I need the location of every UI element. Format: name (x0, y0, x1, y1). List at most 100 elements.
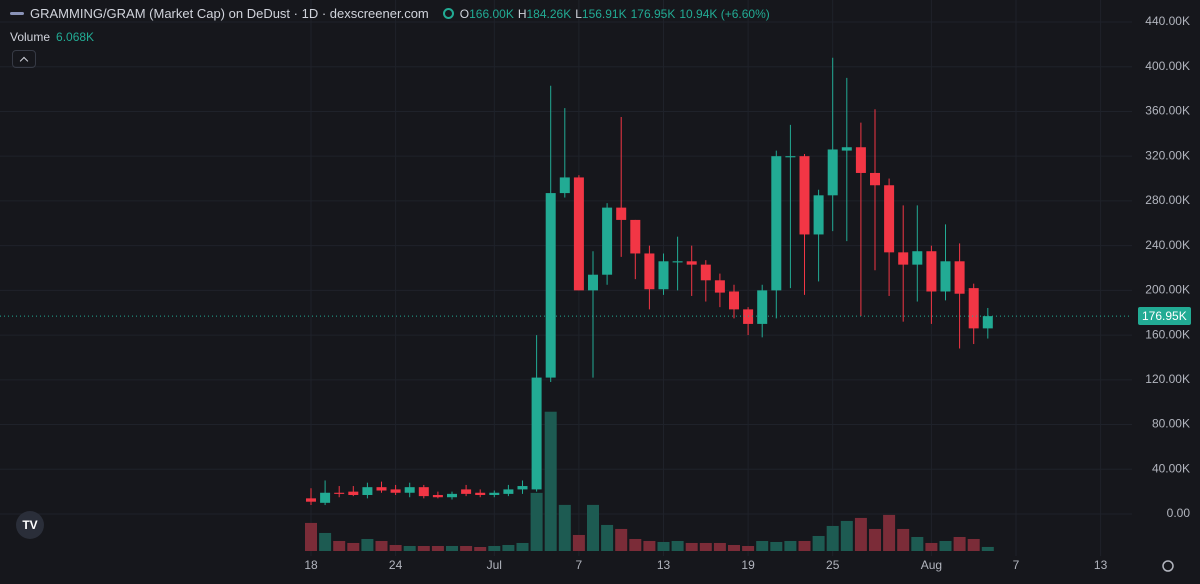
ohlc-item: L156.91K (575, 7, 626, 21)
ohlc-key: O (459, 6, 470, 21)
candle-body (644, 253, 655, 290)
candle-body (630, 219, 641, 254)
logo (16, 511, 44, 539)
volume-bar (840, 520, 853, 551)
candle-body (559, 177, 570, 194)
volume-bar (629, 538, 642, 551)
volume-bar (319, 532, 332, 551)
candle-body (743, 309, 754, 324)
x-tick-label: 7 (576, 558, 583, 572)
candle-body (418, 487, 429, 497)
logo-mark: TV (22, 518, 37, 532)
volume-value: 6.068K (56, 30, 95, 44)
volume-bar (756, 540, 769, 551)
candle-body (376, 487, 387, 491)
volume-bar (713, 542, 726, 551)
volume-pane (305, 411, 994, 551)
x-tick-label: 7 (1013, 558, 1020, 572)
y-tick-label: 160.00K (1145, 327, 1190, 341)
volume-bar (671, 540, 684, 551)
ohlc-value: 10.94K (+6.60%) (679, 6, 770, 21)
grid (0, 0, 1132, 556)
volume-bar (530, 492, 543, 551)
candle-body (475, 492, 486, 495)
ohlc-value: 156.91K (581, 6, 627, 21)
header: GRAMMING/GRAM (Market Cap) on DeDust · 1… (10, 6, 770, 21)
candle-body (517, 486, 528, 490)
title: GRAMMING/GRAM (Market Cap) on DeDust · 1… (30, 6, 429, 21)
ohlc-legend: O166.00K H184.26K L156.91K 176.95K 10.94K (+… (460, 7, 770, 21)
volume-bar (361, 538, 374, 551)
y-tick-label: 240.00K (1145, 238, 1190, 252)
candles (0, 57, 1132, 506)
volume-bar (981, 546, 994, 551)
volume-bar (460, 545, 473, 551)
candle-body (531, 377, 542, 490)
candle-body (320, 492, 331, 503)
volume-bar (502, 544, 515, 551)
volume-bar (685, 542, 698, 551)
y-tick-label: 0.00 (1167, 506, 1191, 520)
candle-body (672, 261, 683, 263)
symbol-icon (10, 12, 24, 15)
candle-body (729, 291, 739, 310)
settings-icon[interactable] (1162, 560, 1174, 572)
y-tick-label: 440.00K (1145, 14, 1190, 28)
y-tick-label: 120.00K (1145, 372, 1190, 386)
volume-bar (742, 545, 755, 551)
y-tick-label: 40.00K (1152, 461, 1190, 475)
volume-bar (925, 542, 938, 551)
ohlc-key: H (517, 6, 527, 21)
candle-body (813, 195, 824, 235)
volume-bar (854, 517, 867, 551)
candle-body (362, 487, 373, 495)
candle-body (616, 207, 627, 220)
volume-bar (798, 540, 811, 551)
volume-bar (488, 545, 501, 551)
ohlc-key: L (575, 6, 582, 21)
candle-body (841, 147, 852, 151)
candle-body (870, 172, 880, 186)
volume-bar (939, 540, 952, 551)
candle-body (940, 261, 951, 292)
volume-bar (333, 540, 346, 551)
ohlc-item: H184.26K (518, 7, 571, 21)
volume-bar (375, 540, 388, 551)
volume-bar (953, 536, 966, 551)
volume-bar (431, 545, 444, 551)
volume-bar (601, 524, 614, 551)
candle-body (602, 207, 613, 275)
x-tick-label: 24 (389, 558, 403, 572)
y-tick-label: 360.00K (1145, 104, 1190, 118)
candle-body (714, 280, 725, 293)
volume-bar (544, 411, 557, 551)
candle-body (404, 487, 415, 493)
volume-bar (897, 528, 910, 551)
ohlc-item: 176.95K (631, 7, 676, 21)
status-dot (442, 8, 454, 19)
x-tick-label: 13 (657, 558, 671, 572)
volume-bar (403, 545, 416, 551)
axes: 0.00 40.00K 80.00K 120.00K 160.00K 200.00K 240… (304, 14, 1190, 572)
volume-bar (446, 545, 458, 551)
collapse-button[interactable] (12, 50, 36, 68)
candle-body (348, 491, 359, 495)
candle-body (447, 493, 457, 498)
volume-bar (305, 522, 317, 551)
volume-bar (728, 544, 740, 551)
candle-body (771, 156, 782, 291)
volume-bar (967, 538, 980, 551)
ohlc-value: 176.95K (630, 6, 676, 21)
candle-body (982, 316, 993, 329)
volume-bar (699, 542, 712, 551)
candle-body (390, 489, 401, 493)
ohlc-value: 184.26K (526, 6, 572, 21)
volume-bar (657, 541, 670, 551)
candle-body (954, 261, 965, 294)
ohlc-value: 166.00K (469, 6, 514, 21)
volume-legend: Volume 6.068K (10, 30, 94, 44)
candle-body (827, 149, 838, 196)
